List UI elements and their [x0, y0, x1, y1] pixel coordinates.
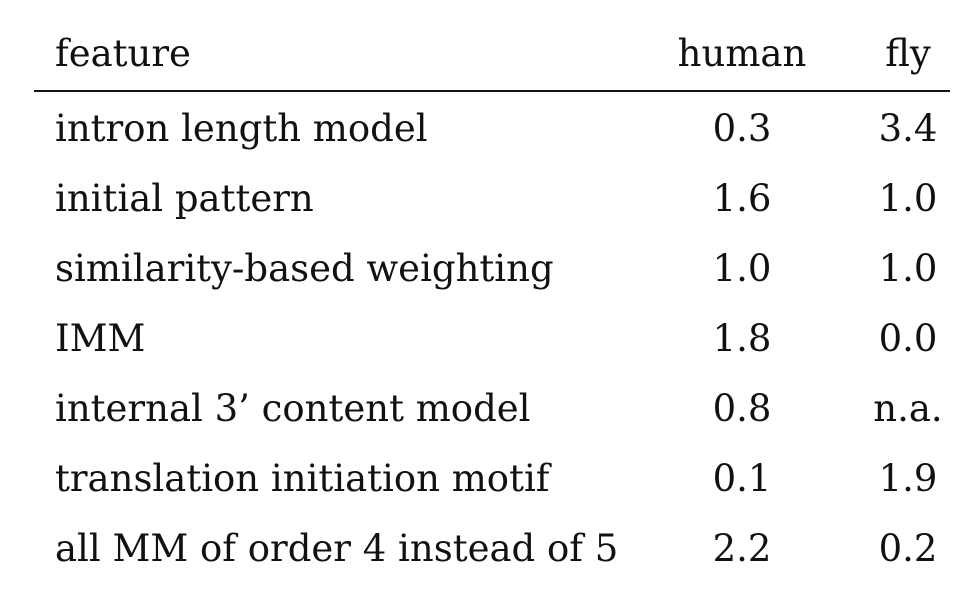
feature-table: feature human fly intron length model 0.…: [34, 0, 950, 584]
row-human-value: 1.0: [712, 247, 772, 290]
header-human: human: [677, 32, 807, 75]
row-feature: initial pattern: [55, 177, 314, 220]
table-row: intron length model 0.3 3.4: [34, 94, 950, 164]
row-feature: IMM: [55, 317, 146, 360]
table-row: all MM of order 4 instead of 5 2.2 0.2: [34, 514, 950, 584]
row-fly-value: 1.0: [878, 247, 938, 290]
row-human-value: 2.2: [712, 527, 772, 570]
row-feature: all MM of order 4 instead of 5: [55, 527, 619, 570]
table-row: internal 3’ content model 0.8 n.a.: [34, 374, 950, 444]
row-human-value: 1.8: [712, 317, 772, 360]
row-feature: intron length model: [55, 107, 428, 150]
header-rule: [34, 90, 950, 92]
row-fly-value: 0.0: [878, 317, 938, 360]
row-fly-value: 0.2: [878, 527, 938, 570]
table-body: intron length model 0.3 3.4 initial patt…: [34, 94, 950, 584]
row-human-value: 0.3: [712, 107, 772, 150]
table-row: IMM 1.8 0.0: [34, 304, 950, 374]
row-human-value: 0.8: [712, 387, 772, 430]
table-row: initial pattern 1.6 1.0: [34, 164, 950, 234]
row-fly-value: n.a.: [873, 387, 943, 430]
row-human-value: 1.6: [712, 177, 772, 220]
row-human-value: 0.1: [712, 457, 772, 500]
header-feature: feature: [55, 32, 191, 75]
header-fly: fly: [885, 32, 931, 75]
row-fly-value: 3.4: [878, 107, 938, 150]
row-fly-value: 1.0: [878, 177, 938, 220]
row-feature: similarity-based weighting: [55, 247, 554, 290]
row-fly-value: 1.9: [878, 457, 938, 500]
row-feature: translation initiation motif: [55, 457, 550, 500]
table-row: similarity-based weighting 1.0 1.0: [34, 234, 950, 304]
row-feature: internal 3’ content model: [55, 387, 531, 430]
table-row: translation initiation motif 0.1 1.9: [34, 444, 950, 514]
table-header-row: feature human fly: [34, 0, 950, 90]
